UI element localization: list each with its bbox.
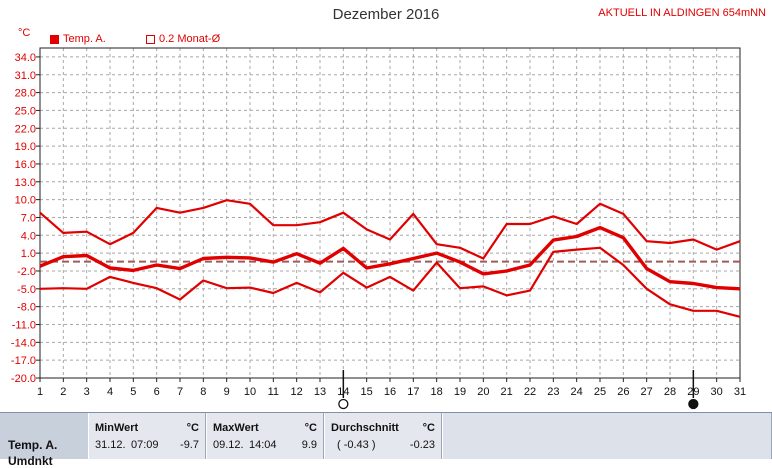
x-tick-label: 28 [664,386,676,398]
y-tick-label: 13.0 [15,177,36,189]
legend-item-monthly-avg: 0.2 Monat-Ø [146,33,220,45]
y-axis-unit: °C [18,27,31,39]
min-header: MinWert [95,422,139,434]
series-line-2 [39,246,741,318]
legend-swatch-filled [50,34,59,44]
max-unit: °C [304,422,317,434]
x-tick-label: 7 [177,386,183,398]
stats-row-label-2: Umdnkt [8,454,53,468]
y-tick-label: 4.0 [21,230,36,242]
y-tick-label: -11.0 [12,319,36,331]
x-tick-label: 10 [244,386,256,398]
min-time: 07:09 [131,439,159,451]
x-tick-label: 27 [641,386,653,398]
y-tick-label: -8.0 [17,302,36,314]
x-tick-label: 30 [711,386,723,398]
max-header: MaxWert [213,422,259,434]
x-tick-label: 25 [594,386,606,398]
x-tick-label: 8 [200,386,206,398]
y-tick-label: -5.0 [17,284,36,296]
stats-avg-cell: Durchschnitt °C ( -0.43 ) -0.23 [324,413,442,459]
y-tick-label: -20.0 [11,373,36,385]
x-tick-label: 24 [571,386,583,398]
y-tick-label: 7.0 [21,212,36,224]
min-unit: °C [186,422,199,434]
x-tick-label: 22 [524,386,536,398]
chart-title: Dezember 2016 [332,6,440,23]
x-tick-label: 15 [361,386,373,398]
x-tick-label: 9 [224,386,230,398]
y-tick-label: 1.0 [21,248,36,260]
series-line-1 [39,225,741,291]
x-tick-label: 23 [547,386,559,398]
x-tick-label: 11 [268,386,279,398]
y-tick-label: 28.0 [15,88,36,100]
legend-label: Temp. A. [63,33,106,45]
avg-value: -0.23 [409,439,435,451]
y-tick-label: 34.0 [15,52,36,64]
min-value: -9.7 [180,439,199,451]
x-tick-label: 21 [501,386,513,398]
y-tick-label: 31.0 [15,70,36,82]
x-tick-label: 19 [454,386,466,398]
x-tick-label: 20 [477,386,489,398]
x-tick-label: 1 [37,386,43,398]
max-time: 14:04 [249,439,277,451]
stats-max-cell: MaxWert °C 09.12. 14:04 9.9 [206,413,324,459]
x-tick-label: 26 [617,386,629,398]
x-tick-label: 17 [407,386,419,398]
y-tick-label: 16.0 [15,159,36,171]
series-line-0 [39,199,741,260]
max-value: 9.9 [301,439,317,451]
x-tick-label: 6 [154,386,160,398]
x-tick-label: 12 [291,386,303,398]
stats-row-label: Temp. A. [8,438,58,452]
stats-min-cell: MinWert °C 31.12. 07:09 -9.7 [88,413,206,459]
y-tick-label: -14.0 [11,337,36,349]
x-tick-label: 5 [130,386,136,398]
y-tick-label: 19.0 [15,141,36,153]
y-tick-label: -2.0 [17,266,36,278]
chart-canvas: 34.031.028.025.022.019.016.013.010.07.04… [11,47,746,410]
x-tick-label: 4 [107,386,113,398]
max-date: 09.12. [213,439,244,451]
stats-empty-cell [442,413,772,459]
y-tick-label: 10.0 [15,195,36,207]
stats-panel: Temp. A. Umdnkt MinWert °C 31.12. 07:09 … [0,412,772,468]
legend-label: 0.2 Monat-Ø [159,33,221,45]
y-tick-label: 25.0 [15,105,36,117]
x-tick-label: 3 [84,386,90,398]
avg-header: Durchschnitt [331,422,399,434]
y-tick-label: -17.0 [11,355,36,367]
y-tick-label: 22.0 [15,123,36,135]
new-moon-icon [338,398,349,410]
x-tick-label: 18 [431,386,443,398]
full-moon-icon [688,398,699,410]
x-tick-label: 2 [60,386,66,398]
legend-item-temp: Temp. A. [50,33,106,45]
station-label: AKTUELL IN ALDINGEN 654mNN [598,7,766,19]
legend-swatch-open [146,34,155,44]
x-tick-label: 16 [384,386,396,398]
avg-paren: ( -0.43 ) [337,439,376,451]
min-date: 31.12. [95,439,126,451]
x-tick-label: 13 [314,386,326,398]
avg-unit: °C [422,422,435,434]
x-tick-label: 31 [734,386,746,398]
